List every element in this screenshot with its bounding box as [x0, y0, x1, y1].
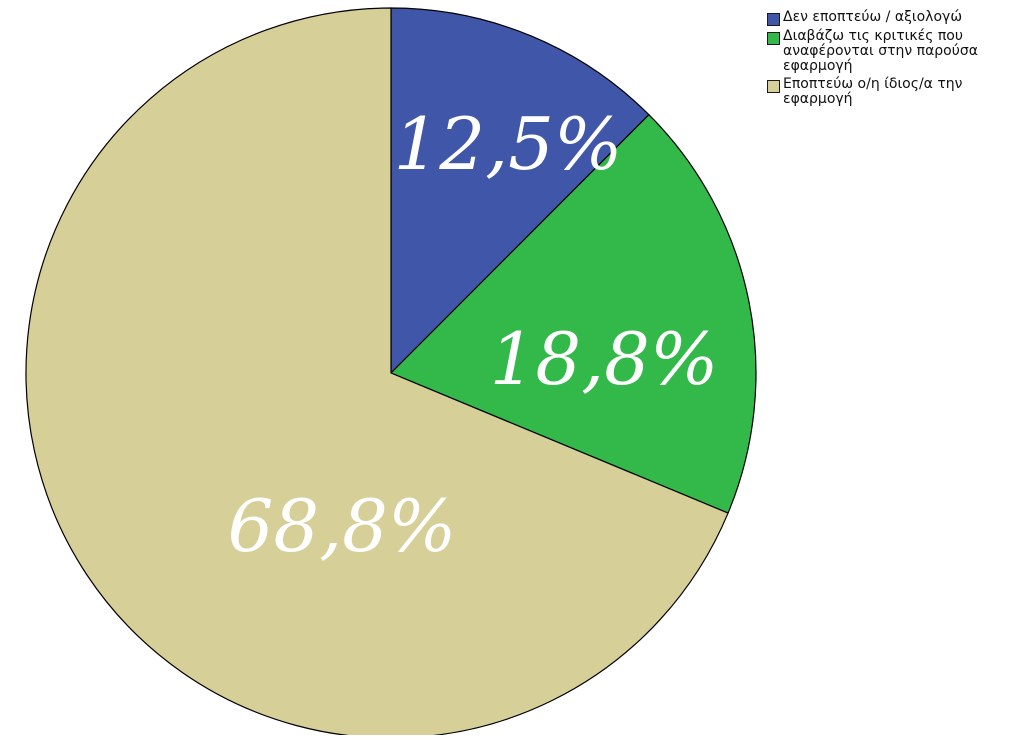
pie-slice-1	[390, 7, 650, 375]
data-label-3: 68,8%	[228, 484, 457, 568]
data-label-2: 18,8%	[490, 317, 719, 401]
legend-item-2: Διαβάζω τις κριτικές που αναφέρονται στη…	[767, 29, 1022, 74]
legend-swatch-2	[767, 32, 780, 45]
legend-swatch-3	[767, 80, 780, 93]
chart-legend: Δεν εποπτεύω / αξιολογώ Διαβάζω τις κριτι…	[767, 10, 1022, 110]
legend-label-1: Δεν εποπτεύω / αξιολογώ	[783, 9, 963, 25]
pie-slice-3	[25, 7, 729, 739]
pie-data-labels: 12,5% 18,8% 68,8%	[228, 102, 719, 568]
legend-item-3: Εποπτεύω ο/η ίδιος/α την εφαρμογή	[767, 77, 1022, 107]
legend-swatch-1	[767, 13, 780, 26]
legend-item-1: Δεν εποπτεύω / αξιολογώ	[767, 10, 1022, 26]
legend-label-3: Εποπτεύω ο/η ίδιος/α την εφαρμογή	[783, 76, 963, 107]
pie-slice-2	[389, 113, 757, 514]
pie-slices	[25, 7, 757, 739]
legend-label-2: Διαβάζω τις κριτικές που αναφέρονται στη…	[783, 28, 978, 74]
data-label-1: 12,5%	[394, 102, 623, 186]
